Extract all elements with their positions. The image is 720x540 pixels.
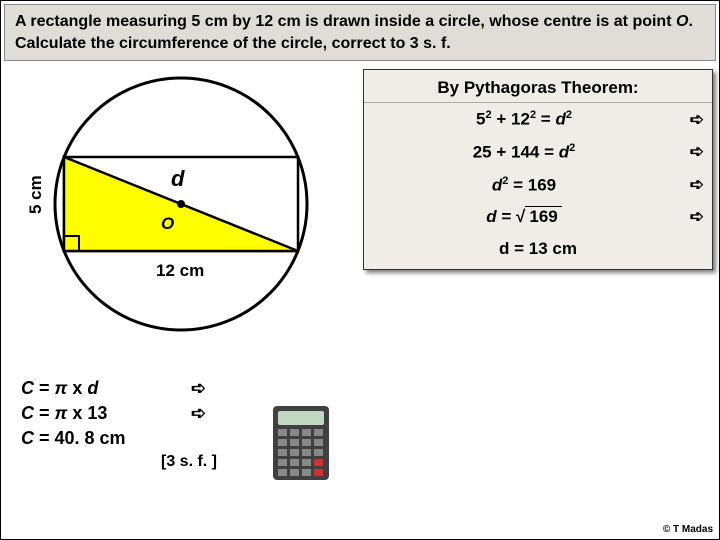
label-12cm: 12 cm <box>156 261 204 280</box>
label-5cm: 5 cm <box>26 175 45 214</box>
problem-line-1: A rectangle measuring 5 cm by 12 cm is d… <box>15 11 705 33</box>
center-point <box>177 200 185 208</box>
calc-line-2: C = π x 13 ➪ <box>21 403 221 424</box>
arrow-icon: ➪ <box>676 207 704 227</box>
calc-line-3: C = 40. 8 cm <box>21 428 221 449</box>
work-eq-3: d2 = 169 ➪ <box>364 169 712 202</box>
arrow-icon: ➪ <box>676 175 704 195</box>
work-eq-1: 52 + 122 = d2 ➪ <box>364 103 712 136</box>
work-title: By Pythagoras Theorem: <box>364 74 712 103</box>
sf-note: [3 s. f. ] <box>161 453 221 471</box>
arrow-icon: ➪ <box>191 378 221 399</box>
label-o: O <box>161 214 174 233</box>
calculator-icon <box>271 404 331 482</box>
work-eq-4: d = √169 ➪ <box>364 201 712 233</box>
copyright: © T Madas <box>663 524 713 535</box>
label-d: d <box>171 166 185 191</box>
work-result: d = 13 cm <box>364 233 712 265</box>
arrow-icon: ➪ <box>676 110 704 130</box>
arrow-icon: ➪ <box>191 403 221 424</box>
problem-statement: A rectangle measuring 5 cm by 12 cm is d… <box>4 4 716 61</box>
arrow-icon: ➪ <box>676 142 704 162</box>
calc-line-1: C = π x d ➪ <box>21 378 221 399</box>
pythagoras-workings: By Pythagoras Theorem: 52 + 122 = d2 ➪ 2… <box>363 69 713 270</box>
geometry-diagram: 5 cm 12 cm d O <box>11 74 351 364</box>
work-eq-2: 25 + 144 = d2 ➪ <box>364 136 712 169</box>
circumference-calc: C = π x d ➪ C = π x 13 ➪ C = 40. 8 cm [3… <box>21 374 221 471</box>
problem-line-2: Calculate the circumference of the circl… <box>15 33 705 55</box>
